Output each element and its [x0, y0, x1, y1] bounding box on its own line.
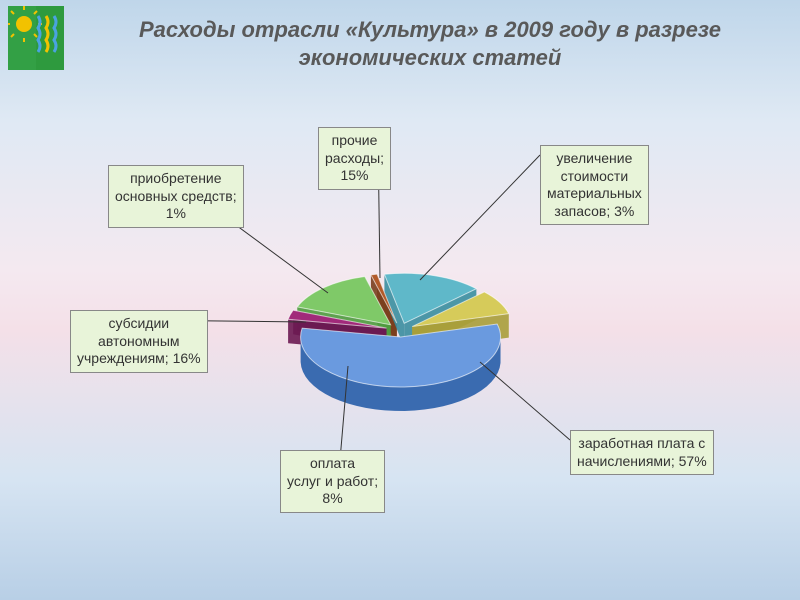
label-salary: заработная плата сначислениями; 57% — [570, 430, 714, 475]
label-services: оплатауслуг и работ;8% — [280, 450, 385, 513]
label-other: прочиерасходы;15% — [318, 127, 391, 190]
label-subsidies: субсидииавтономнымучреждениям; 16% — [70, 310, 208, 373]
label-materials: увеличениестоимостиматериальныхзапасов; … — [540, 145, 649, 225]
pie-chart — [0, 0, 800, 600]
leader-salary — [480, 362, 570, 440]
leader-materials — [420, 155, 540, 280]
label-fixed_assets: приобретениеосновных средств;1% — [108, 165, 244, 228]
